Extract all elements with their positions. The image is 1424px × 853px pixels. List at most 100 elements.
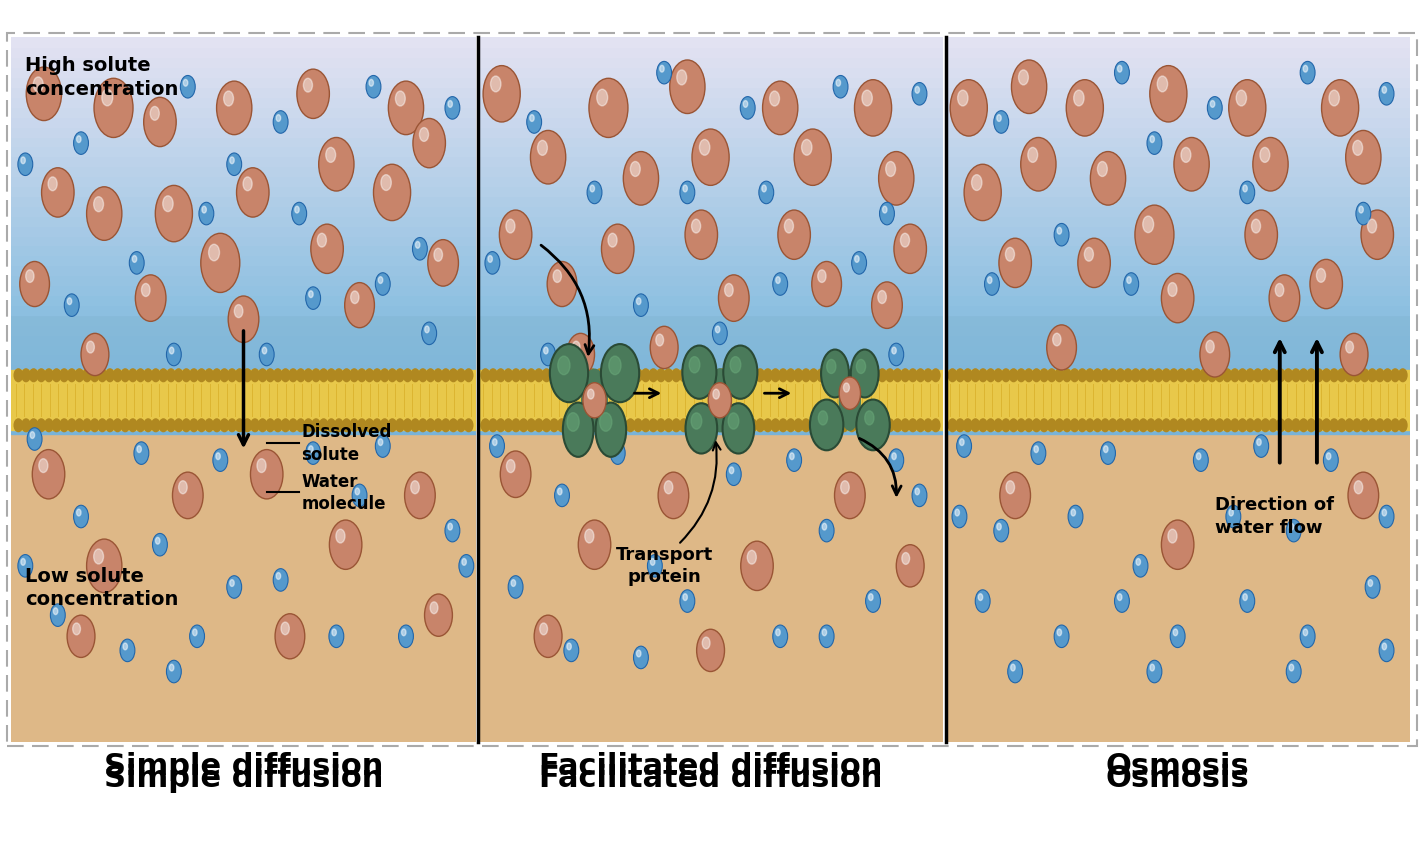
Bar — [11, 177, 476, 187]
Circle shape — [565, 420, 574, 432]
Circle shape — [1162, 274, 1193, 323]
Circle shape — [718, 420, 726, 432]
Circle shape — [1262, 420, 1270, 432]
Circle shape — [488, 256, 493, 263]
Circle shape — [916, 489, 920, 496]
Circle shape — [866, 590, 880, 612]
Circle shape — [1104, 446, 1108, 453]
Circle shape — [1151, 664, 1155, 671]
Circle shape — [379, 439, 383, 446]
Circle shape — [679, 590, 695, 612]
Bar — [478, 38, 943, 49]
Circle shape — [262, 348, 266, 355]
Circle shape — [590, 79, 628, 138]
Circle shape — [590, 186, 595, 193]
Bar — [478, 236, 943, 247]
Circle shape — [1101, 420, 1109, 432]
Circle shape — [588, 420, 597, 432]
Circle shape — [366, 77, 380, 99]
Circle shape — [1243, 594, 1247, 601]
Circle shape — [833, 420, 840, 432]
Circle shape — [759, 182, 773, 205]
Circle shape — [819, 519, 834, 543]
Bar — [946, 276, 1410, 286]
Circle shape — [1257, 439, 1262, 446]
Circle shape — [833, 77, 847, 99]
Circle shape — [251, 369, 259, 382]
Circle shape — [236, 169, 269, 218]
Circle shape — [244, 177, 252, 191]
Circle shape — [216, 453, 221, 460]
Circle shape — [1124, 420, 1132, 432]
Circle shape — [266, 369, 275, 382]
Circle shape — [422, 322, 437, 345]
Circle shape — [329, 520, 362, 570]
Bar — [946, 49, 1410, 58]
Circle shape — [1240, 182, 1255, 205]
Circle shape — [931, 369, 940, 382]
Circle shape — [1323, 450, 1339, 472]
Circle shape — [953, 506, 967, 528]
Circle shape — [1005, 481, 1014, 494]
Circle shape — [77, 136, 81, 143]
Circle shape — [1246, 420, 1255, 432]
Circle shape — [728, 414, 739, 430]
Circle shape — [1360, 369, 1368, 382]
Circle shape — [1200, 420, 1209, 432]
Circle shape — [172, 473, 204, 519]
Circle shape — [73, 624, 81, 635]
Circle shape — [1028, 148, 1038, 163]
Ellipse shape — [595, 403, 627, 457]
Circle shape — [1349, 473, 1378, 519]
Circle shape — [879, 420, 887, 432]
Circle shape — [588, 390, 594, 399]
Circle shape — [48, 177, 57, 191]
Circle shape — [809, 420, 817, 432]
Circle shape — [1071, 509, 1075, 516]
Circle shape — [335, 369, 343, 382]
Circle shape — [144, 369, 152, 382]
Circle shape — [434, 369, 443, 382]
Circle shape — [1378, 84, 1394, 106]
Circle shape — [296, 70, 329, 119]
Bar — [11, 187, 476, 197]
Bar — [478, 404, 943, 415]
Circle shape — [259, 344, 275, 366]
Circle shape — [725, 284, 733, 297]
Circle shape — [159, 369, 168, 382]
Circle shape — [676, 71, 686, 86]
Circle shape — [1142, 217, 1153, 234]
Circle shape — [380, 176, 392, 191]
Circle shape — [817, 270, 826, 283]
Circle shape — [862, 91, 873, 107]
Circle shape — [1303, 67, 1307, 73]
Bar — [11, 38, 476, 49]
Circle shape — [604, 420, 612, 432]
Circle shape — [256, 459, 266, 473]
Circle shape — [1383, 509, 1387, 516]
Circle shape — [1001, 369, 1010, 382]
Circle shape — [235, 305, 244, 318]
Circle shape — [772, 369, 779, 382]
Text: Facilitated diffusion: Facilitated diffusion — [538, 763, 883, 792]
Circle shape — [776, 277, 780, 284]
Bar — [478, 365, 943, 374]
Circle shape — [558, 369, 565, 382]
Circle shape — [53, 608, 58, 615]
Circle shape — [854, 81, 891, 137]
Circle shape — [486, 252, 500, 275]
Circle shape — [350, 420, 359, 432]
Circle shape — [91, 369, 98, 382]
Circle shape — [83, 420, 91, 432]
Text: Dissolved
solute: Dissolved solute — [302, 423, 392, 463]
Circle shape — [1196, 453, 1200, 460]
Circle shape — [733, 369, 742, 382]
Circle shape — [121, 420, 130, 432]
Circle shape — [169, 348, 174, 355]
Circle shape — [540, 624, 548, 635]
Bar — [11, 404, 476, 415]
Circle shape — [457, 369, 466, 382]
Bar — [478, 137, 943, 148]
Circle shape — [1206, 341, 1215, 353]
Bar — [11, 365, 476, 374]
